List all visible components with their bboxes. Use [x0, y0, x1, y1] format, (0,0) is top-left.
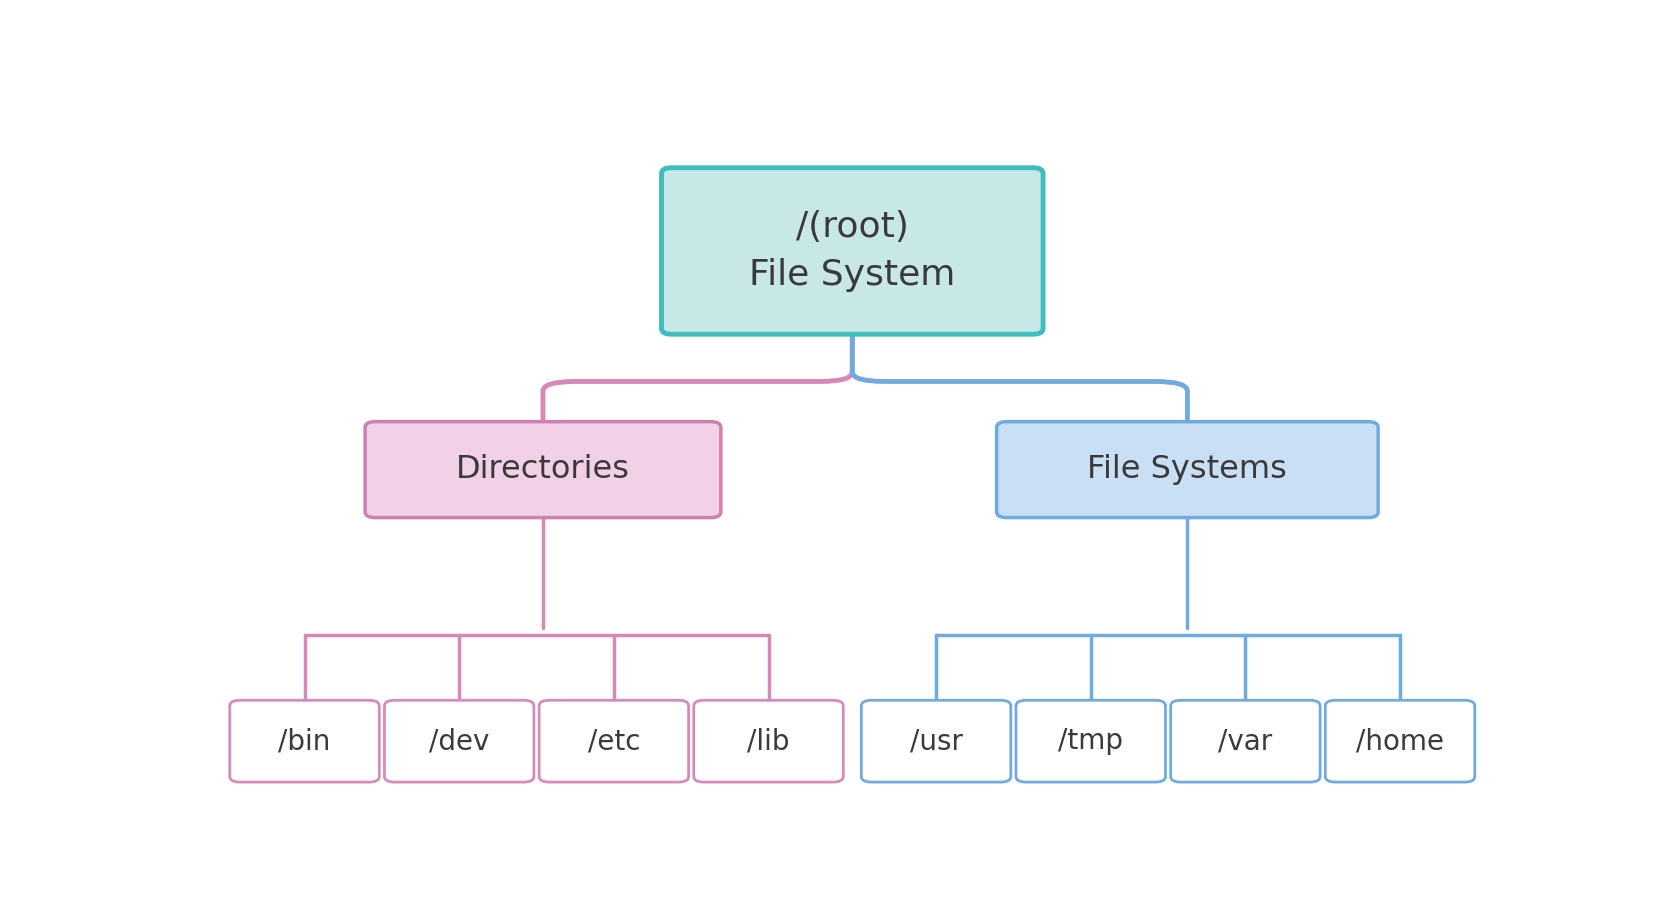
FancyBboxPatch shape — [1016, 700, 1166, 782]
Text: /dev: /dev — [429, 727, 489, 755]
Text: /etc: /etc — [587, 727, 640, 755]
FancyBboxPatch shape — [366, 421, 720, 518]
Text: /usr: /usr — [910, 727, 963, 755]
FancyBboxPatch shape — [539, 700, 688, 782]
FancyBboxPatch shape — [1325, 700, 1475, 782]
Text: /(root)
File System: /(root) File System — [748, 211, 956, 291]
FancyBboxPatch shape — [229, 700, 379, 782]
Text: File Systems: File Systems — [1088, 454, 1287, 485]
FancyBboxPatch shape — [861, 700, 1011, 782]
Text: /tmp: /tmp — [1058, 727, 1123, 755]
Text: /var: /var — [1219, 727, 1272, 755]
Text: Directories: Directories — [456, 454, 630, 485]
Text: /bin: /bin — [278, 727, 331, 755]
FancyBboxPatch shape — [996, 421, 1379, 518]
Text: /home: /home — [1355, 727, 1443, 755]
FancyBboxPatch shape — [693, 700, 843, 782]
Text: /lib: /lib — [747, 727, 790, 755]
FancyBboxPatch shape — [384, 700, 534, 782]
FancyBboxPatch shape — [1171, 700, 1320, 782]
FancyBboxPatch shape — [662, 168, 1043, 334]
